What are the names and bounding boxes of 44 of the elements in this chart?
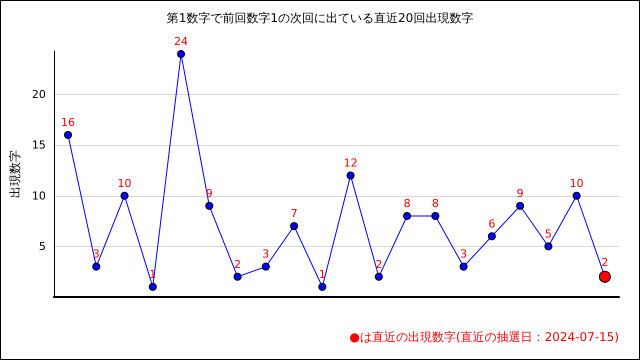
y-tick-label: 5 [38,240,46,253]
point [177,50,186,58]
point [318,282,326,291]
data-label: 12 [344,156,358,170]
point [374,272,383,281]
data-label: 1 [318,268,326,281]
y-tick-label: 10 [32,189,46,202]
y-tick-label: 15 [32,138,46,152]
data-label: 8 [432,197,439,210]
y-axis-title: 出現数字 [8,150,22,198]
data-label: 3 [460,248,468,261]
data-label: 3 [262,248,270,261]
y-tick-label: 20 [32,88,46,102]
point [234,272,242,281]
data-label: 8 [404,197,411,210]
point [488,232,496,240]
data-label: 5 [544,227,552,240]
point [290,222,298,230]
data-label: 6 [488,217,496,230]
point [148,282,157,291]
point [431,212,440,220]
data-label: 10 [570,176,584,190]
point [572,192,581,200]
point [120,192,129,200]
point [205,202,214,210]
data-label: 2 [375,258,382,271]
data-label: 9 [516,186,524,200]
point [262,262,270,271]
data-label: 24 [174,35,188,48]
data-label: 3 [92,248,100,261]
data-label: 10 [118,176,132,190]
point [460,262,468,271]
point [64,131,72,140]
text: ●は直近の出現数字(直近の抽選日：2024-07-15) [349,330,620,344]
data-label: 16 [61,116,76,130]
chart-title: 第1数字で前回数字1の次回に出ている直近20回出現数字 [166,11,474,25]
point [346,172,355,180]
point [516,202,524,210]
data-label: 7 [290,207,298,220]
point [403,212,412,220]
point [92,262,100,271]
data-label: 2 [601,256,608,269]
data-label: 2 [234,258,242,271]
point [544,242,552,250]
